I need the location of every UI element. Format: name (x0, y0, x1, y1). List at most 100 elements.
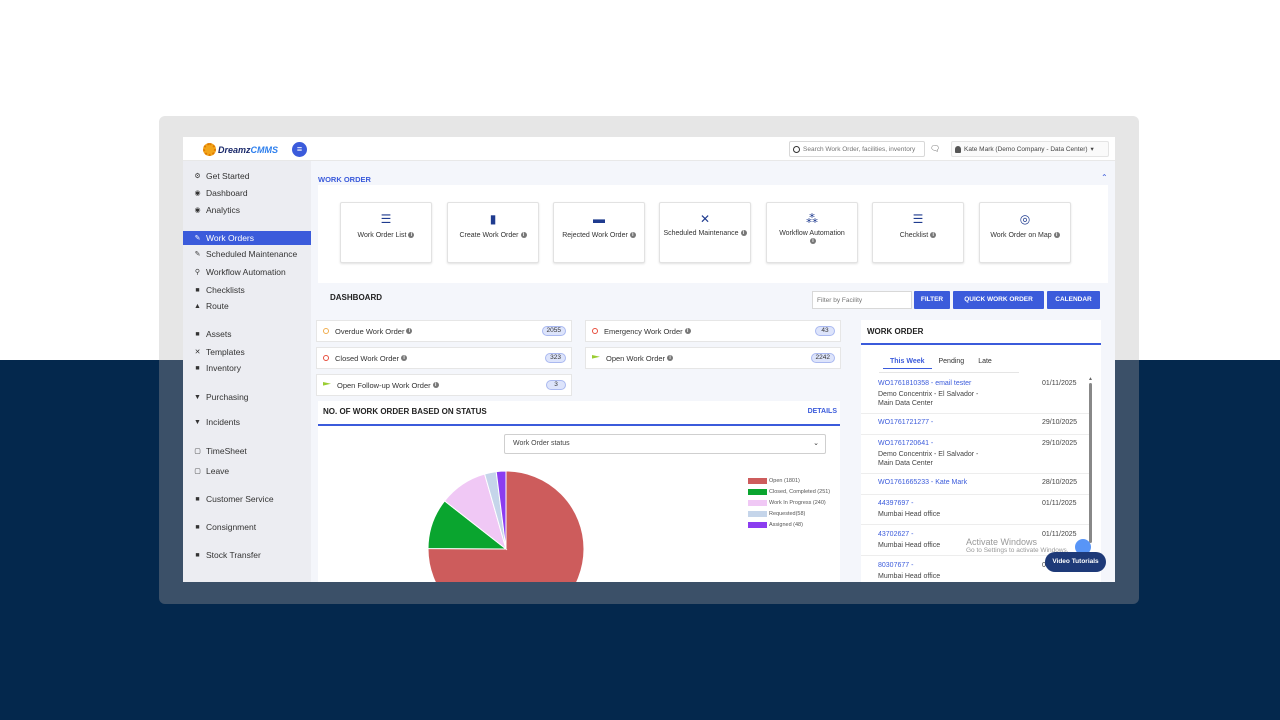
sidebar-item-customer-service[interactable]: ■ Customer Service (195, 494, 274, 504)
info-icon[interactable]: i (408, 232, 415, 239)
filter-button[interactable]: FILTER (914, 291, 950, 309)
tile-rejected-work-order[interactable]: ▬ Rejected Work Order i (553, 202, 645, 263)
search-box[interactable] (789, 141, 925, 157)
calendar-button[interactable]: CALENDAR (1047, 291, 1100, 309)
info-icon[interactable]: i (930, 232, 937, 239)
work-order-id-link[interactable]: WO1761810358 - email tester (878, 380, 972, 387)
logo[interactable]: DreamzCMMS (203, 143, 278, 156)
details-link[interactable]: DETAILS (807, 408, 837, 415)
sidebar-item-checklists[interactable]: ■ Checklists (195, 285, 245, 295)
sidebar-item-dashboard[interactable]: ◉ Dashboard (194, 188, 248, 198)
stat-overdue-work-order[interactable]: Overdue Work Order i 2055 (316, 320, 572, 342)
work-order-row[interactable]: 44397697 - 01/11/2025 Mumbai Head office (861, 500, 1089, 525)
tile-work-order-on-map[interactable]: ◎ Work Order on Map i (979, 202, 1071, 263)
info-icon[interactable]: i (432, 382, 439, 388)
sidebar-item-scheduled-maintenance[interactable]: ✎ Scheduled Maintenance (194, 249, 298, 259)
scrollbar-thumb[interactable] (1089, 383, 1092, 543)
work-order-panel: WORK ORDER This Week Pending Late WO1761… (861, 320, 1101, 582)
work-order-id-link[interactable]: 44397697 - (878, 500, 914, 507)
legend-item[interactable]: Work In Progress (240) (748, 497, 830, 508)
info-icon[interactable]: i (740, 230, 747, 237)
search-icon (793, 145, 800, 153)
sidebar-item-incidents[interactable]: ▼ Incidents (194, 417, 241, 427)
sidebar-item-get-started[interactable]: ⚙ Get Started (194, 171, 250, 181)
info-icon[interactable]: i (1053, 232, 1060, 239)
sidebar-item-analytics[interactable]: ◉ Analytics (194, 205, 241, 215)
pie-slice-4[interactable] (495, 470, 507, 550)
work-order-id-link[interactable]: 43702627 - (878, 531, 914, 538)
video-help-icon[interactable] (1075, 539, 1091, 555)
legend-label: Work In Progress (240) (769, 499, 826, 506)
tab-late[interactable]: Late (978, 358, 992, 365)
route-icon: ▲ (194, 302, 201, 310)
work-order-panel-title: WORK ORDER (867, 327, 924, 336)
hamburger-menu-icon[interactable]: ≡ (292, 142, 307, 157)
legend-label: Closed, Completed (251) (769, 488, 831, 495)
info-icon[interactable]: i (401, 355, 408, 361)
info-icon[interactable]: i (684, 328, 691, 334)
stat-open-work-order[interactable]: Open Work Order i 2242 (585, 347, 841, 369)
tile-create-work-order[interactable]: ▮ Create Work Order i (447, 202, 539, 263)
count-badge: 3 (546, 380, 566, 390)
sidebar-item-route[interactable]: ▲ Route (194, 301, 229, 311)
chat-icon[interactable]: 🗨 (930, 144, 941, 153)
scrollbar[interactable]: ▲ (1088, 376, 1093, 582)
info-icon[interactable]: i (520, 232, 527, 239)
legend-item[interactable]: Requested(58) (748, 508, 830, 519)
info-icon[interactable]: i (406, 328, 413, 334)
legend-item[interactable]: Assigned (48) (748, 519, 830, 530)
chevron-up-icon[interactable]: ⌃ (1101, 173, 1108, 182)
work-order-id-link[interactable]: 80307677 - (878, 562, 914, 569)
logo-text: Dreamz (218, 144, 251, 155)
status-select[interactable]: Work Order status ⌄ (504, 434, 826, 454)
stat-closed-work-order[interactable]: Closed Work Order i 323 (316, 347, 572, 369)
sidebar-item-workflow-automation[interactable]: ⚲ Workflow Automation (194, 267, 286, 277)
legend-item[interactable]: Closed, Completed (251) (748, 486, 830, 497)
facility-filter-input[interactable] (812, 291, 912, 309)
info-icon[interactable]: i (629, 232, 636, 239)
sidebar-item-assets[interactable]: ■ Assets (195, 329, 232, 339)
status-dot-icon (592, 328, 598, 334)
work-order-id-link[interactable]: WO1761720641 - (878, 440, 934, 447)
legend-item[interactable]: Open (1801) (748, 475, 830, 486)
info-icon[interactable]: i (810, 238, 816, 245)
count-badge: 2055 (541, 326, 566, 336)
sidebar-item-inventory[interactable]: ■ Inventory (195, 363, 241, 373)
tab-this-week[interactable]: This Week (883, 358, 932, 369)
tile-scheduled-maintenance[interactable]: ✕ Scheduled Maintenance i (659, 202, 751, 263)
stat-emergency-work-order[interactable]: Emergency Work Order i 43 (585, 320, 841, 342)
work-order-row[interactable]: 43702627 - 01/11/2025 Mumbai Head office (861, 531, 1089, 556)
tile-checklist[interactable]: ☰ Checklist i (872, 202, 964, 263)
chart-legend: Open (1801) Closed, Completed (251) Work I… (748, 475, 830, 530)
work-order-row[interactable]: WO1761810358 - email tester 01/11/2025 Dem… (861, 380, 1089, 414)
stat-open-follow-up-work-order[interactable]: Open Follow-up Work Order i 3 (316, 374, 572, 396)
work-order-date: 01/11/2025 (1042, 500, 1077, 507)
tile-work-order-list[interactable]: ☰ Work Order List i (340, 202, 432, 263)
work-order-location: Mumbai Head office (878, 511, 941, 518)
search-input[interactable] (803, 145, 923, 153)
sidebar-item-consignment[interactable]: ■ Consignment (195, 522, 257, 532)
work-order-location: Main Data Center (878, 400, 933, 407)
sidebar-item-timesheet[interactable]: ▢ TimeSheet (194, 446, 247, 456)
sidebar-item-stock-transfer[interactable]: ■ Stock Transfer (195, 550, 261, 560)
work-order-row[interactable]: WO1761665233 - Kate Mark 28/10/2025 (861, 479, 1089, 495)
video-tutorials-button[interactable]: Video Tutorials (1045, 552, 1106, 572)
work-order-id-link[interactable]: WO1761665233 - Kate Mark (878, 479, 968, 486)
tab-pending[interactable]: Pending (938, 358, 965, 365)
sidebar-item-leave[interactable]: ▢ Leave (194, 466, 230, 476)
info-icon[interactable]: i (667, 355, 674, 361)
sidebar-item-work-orders[interactable]: ✎ Work Orders (183, 231, 311, 245)
count-badge: 323 (545, 353, 566, 363)
work-order-id-link[interactable]: WO1761721277 - (878, 419, 934, 426)
work-order-location: Main Data Center (878, 460, 933, 467)
sidebar-item-templates[interactable]: ✕ Templates (194, 347, 245, 357)
tile-workflow-automation[interactable]: ⁂ Workflow Automation i (766, 202, 858, 263)
work-order-row[interactable]: WO1761721277 - 29/10/2025 (861, 419, 1089, 435)
user-menu[interactable]: Kate Mark (Demo Company - Data Center) ▾ (951, 141, 1109, 157)
quick-work-order-button[interactable]: QUICK WORK ORDER (953, 291, 1044, 309)
analytics-icon: ◉ (194, 207, 201, 214)
work-order-row[interactable]: WO1761720641 - 29/10/2025 Demo Concentrix … (861, 440, 1089, 474)
scroll-up-icon[interactable]: ▲ (1088, 376, 1093, 382)
pie-slice-0[interactable] (428, 470, 585, 582)
sidebar-item-purchasing[interactable]: ▼ Purchasing (194, 392, 249, 402)
